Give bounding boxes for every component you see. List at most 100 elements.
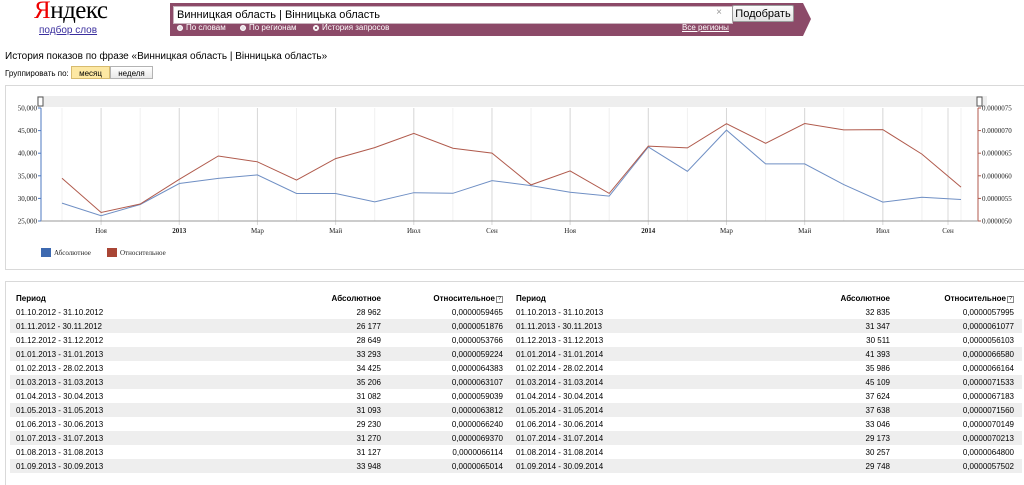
x-tick-label: Июл [876, 227, 890, 235]
period-cell: 01.12.2012 - 31.12.2012 [16, 336, 104, 345]
relative-column-label: Относительное [433, 294, 495, 303]
all-regions-link[interactable]: Все регионы [682, 23, 729, 32]
period-cell: 01.01.2013 - 31.01.2013 [16, 350, 104, 359]
period-cell: 01.11.2013 - 30.11.2013 [516, 322, 602, 331]
table-panel [5, 281, 1024, 485]
period-cell: 01.04.2013 - 30.04.2013 [16, 392, 104, 401]
relative-cell: 0,0000053766 [451, 336, 503, 345]
group-week-button[interactable]: неделя [110, 66, 153, 79]
relative-cell: 0,0000059465 [451, 308, 503, 317]
group-month-button[interactable]: месяц [71, 66, 110, 79]
absolute-cell: 31 270 [356, 434, 381, 443]
absolute-cell: 29 173 [865, 434, 890, 443]
row-stripe [10, 403, 515, 417]
row-stripe [10, 347, 515, 361]
y-left-tick-label: 30,000 [18, 195, 38, 203]
y-right-tick-label: 0.0000070 [982, 127, 1012, 135]
submit-button[interactable]: Подобрать [732, 5, 794, 22]
relative-cell: 0,0000070213 [962, 434, 1014, 443]
relative-cell: 0,0000065014 [451, 462, 503, 471]
relative-cell: 0,0000070149 [962, 420, 1014, 429]
help-icon[interactable]: ? [1007, 296, 1014, 303]
relative-cell: 0,0000066164 [962, 364, 1014, 373]
group-by-label: Группировать по: [5, 69, 69, 78]
period-cell: 01.01.2014 - 31.01.2014 [516, 350, 604, 359]
series-line-relative [61, 122, 962, 214]
relative-cell: 0,0000059039 [451, 392, 503, 401]
period-column-header: Период [16, 294, 46, 303]
absolute-cell: 33 046 [865, 420, 890, 429]
relative-cell: 0,0000056103 [962, 336, 1014, 345]
relative-cell: 0,0000063107 [451, 378, 503, 387]
absolute-cell: 30 511 [866, 336, 890, 345]
relative-cell: 0,0000071533 [962, 378, 1014, 387]
y-left-tick-label: 25,000 [18, 218, 38, 226]
relative-cell: 0,0000063812 [451, 406, 503, 415]
period-cell: 01.08.2013 - 31.08.2013 [16, 448, 104, 457]
period-cell: 01.10.2012 - 31.10.2012 [16, 308, 104, 317]
history-chart: Ноя 2013 Мар Май Июл Сен Ноя 2014 Мар Май Июл Сен 50… [18, 96, 1012, 257]
absolute-column-header: Абсолютное [840, 294, 890, 303]
yandex-logo[interactable]: Яндекс [34, 0, 108, 24]
legend-label: Относительное [120, 249, 166, 257]
row-stripe [10, 431, 515, 445]
row-stripe [512, 459, 1022, 473]
relative-cell: 0,0000071560 [962, 406, 1014, 415]
chart-panel [5, 85, 1024, 270]
x-tick-label: Ноя [564, 227, 576, 235]
row-stripe [10, 375, 515, 389]
row-stripe [512, 347, 1022, 361]
x-tick-label: 2014 [641, 227, 656, 235]
relative-cell: 0,0000057502 [962, 462, 1014, 471]
x-tick-label: 2013 [172, 227, 187, 235]
row-stripe [512, 403, 1022, 417]
wordstat-link[interactable]: подбор слов [39, 25, 98, 36]
range-handle-right-icon [976, 96, 983, 107]
absolute-cell: 32 835 [865, 308, 890, 317]
absolute-cell: 33 948 [356, 462, 381, 471]
relative-cell: 0,0000066240 [451, 420, 503, 429]
radio-history[interactable]: История запросов [313, 23, 389, 32]
period-cell: 01.05.2014 - 31.05.2014 [516, 406, 604, 415]
y-right-tick-label: 0.0000050 [982, 218, 1012, 226]
row-stripe [512, 319, 1022, 333]
y-right-tick-label: 0.0000065 [982, 150, 1012, 158]
relative-cell: 0,0000059224 [451, 350, 503, 359]
period-cell: 01.03.2014 - 31.03.2014 [516, 378, 604, 387]
y-left-tick-label: 40,000 [18, 150, 38, 158]
navigator-strip [37, 96, 987, 107]
period-cell: 01.05.2013 - 31.05.2013 [16, 406, 104, 415]
y-right-tick-label: 0.0000055 [982, 195, 1012, 203]
legend-swatch [41, 248, 51, 257]
y-left-tick-label: 50,000 [18, 105, 38, 113]
absolute-cell: 31 347 [865, 322, 890, 331]
relative-cell: 0,0000064800 [962, 448, 1014, 457]
absolute-cell: 29 230 [356, 420, 381, 429]
x-tick-label: Ноя [95, 227, 107, 235]
period-cell: 01.11.2012 - 30.11.2012 [16, 322, 102, 331]
absolute-cell: 31 082 [356, 392, 381, 401]
absolute-cell: 29 748 [865, 462, 890, 471]
period-cell: 01.12.2013 - 31.12.2013 [516, 336, 604, 345]
relative-cell: 0,0000067183 [962, 392, 1014, 401]
radio-selected-icon [313, 24, 319, 31]
period-cell: 01.09.2013 - 30.09.2013 [16, 462, 104, 471]
relative-column-header: Относительное? [353, 294, 503, 303]
help-icon[interactable]: ? [496, 296, 503, 303]
x-tick-label: Мар [720, 227, 733, 235]
radio-icon [240, 24, 246, 31]
period-cell: 01.06.2014 - 30.06.2014 [516, 420, 604, 429]
absolute-cell: 34 425 [356, 364, 381, 373]
radio-by-words[interactable]: По словам [177, 23, 226, 32]
radio-by-regions[interactable]: По регионам [240, 23, 297, 32]
relative-column-label: Относительное [944, 294, 1006, 303]
absolute-column-header: Абсолютное [331, 294, 381, 303]
absolute-cell: 37 638 [865, 406, 890, 415]
period-cell: 01.03.2013 - 31.03.2013 [16, 378, 104, 387]
clear-icon[interactable]: × [716, 7, 722, 18]
relative-cell: 0,0000069370 [451, 434, 503, 443]
absolute-cell: 41 393 [865, 350, 890, 359]
row-stripe [512, 431, 1022, 445]
search-input[interactable] [173, 6, 733, 24]
row-stripe [512, 375, 1022, 389]
